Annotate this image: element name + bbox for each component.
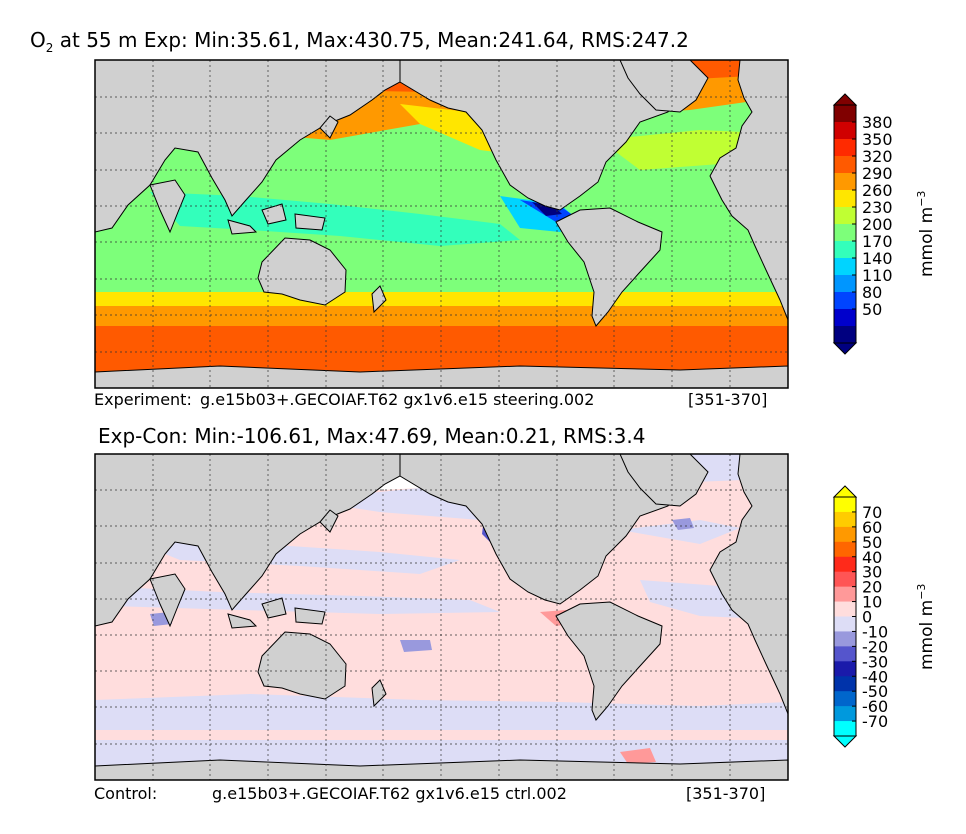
panel1-colorbar-extend-min xyxy=(832,342,858,355)
panel1-colorbar-tick-label: 170 xyxy=(862,232,893,251)
panel1-colorbar-color-band xyxy=(834,207,856,225)
panel2-colorbar-tick-label: 60 xyxy=(862,518,882,537)
panel2-colorbar-color-band xyxy=(834,661,856,677)
panel1-colorbar-color-band xyxy=(834,326,856,344)
panel1-title: O2 at 55 m Exp: Min:35.61, Max:430.75, M… xyxy=(30,28,689,55)
panel1-colorbar-tick-label: 260 xyxy=(862,181,893,200)
panel2-colorbar-extend-min xyxy=(832,735,858,748)
panel2-colorbar-color-band xyxy=(834,616,856,632)
panel1-colorbar-tick-label: 230 xyxy=(862,198,893,217)
panel1-colorbar-color-band xyxy=(834,224,856,242)
panel2-colorbar-color-band xyxy=(834,586,856,603)
experiment-years: [351-370] xyxy=(688,390,768,409)
panel1-colorbar-tick-label: 140 xyxy=(862,249,893,268)
panel1-colorbar-color-band xyxy=(834,258,856,276)
panel2-colorbar-tick-label: 40 xyxy=(862,548,882,567)
panel1-colorbar-color-band xyxy=(834,173,856,191)
panel1-colorbar-tick-label: 80 xyxy=(862,283,882,302)
panel1-colorbar-tick-label: 110 xyxy=(862,266,893,285)
panel2-grid xyxy=(95,454,788,780)
control-years: [351-370] xyxy=(686,784,766,803)
panel1-colorbar-tick-label: 50 xyxy=(862,300,882,319)
panel2-frame xyxy=(94,453,789,781)
panel1-unit-label: mmol m−3 xyxy=(915,191,937,277)
control-label: Control: xyxy=(94,784,158,803)
experiment-run-name: g.e15b03+.GECOIAF.T62 gx1v6.e15 steering… xyxy=(200,390,595,409)
panel1-colorbar-tick-label: 290 xyxy=(862,164,893,183)
panel2-colorbar-color-band xyxy=(834,691,856,707)
panel1-colorbar-color-band xyxy=(834,105,856,123)
panel2-colorbar-color-band xyxy=(834,526,856,543)
panel2-colorbar-tick-label: -30 xyxy=(862,652,888,671)
panel1-colorbar-color-band xyxy=(834,275,856,293)
panel2-colorbar-tick-label: -60 xyxy=(862,697,888,716)
panel2-colorbar-tick-label: 0 xyxy=(862,608,872,627)
panel2-title: Exp-Con: Min:-106.61, Max:47.69, Mean:0.… xyxy=(98,424,646,448)
panel2-colorbar-color-band xyxy=(834,631,856,647)
panel1-colorbar-tick-label: 380 xyxy=(862,113,893,132)
panel1-frame xyxy=(94,59,789,389)
panel2-colorbar-tick-label: 30 xyxy=(862,563,882,582)
panel2-colorbar-color-band xyxy=(834,556,856,573)
panel2-colorbar-color-band xyxy=(834,511,856,528)
panel1-colorbar-color-band xyxy=(834,122,856,140)
panel2-colorbar-color-band xyxy=(834,497,856,513)
panel1-grid xyxy=(95,60,788,388)
panel1-colorbar-color-band xyxy=(834,241,856,259)
panel2-colorbar-color-band xyxy=(834,721,856,737)
panel1-colorbar-tick-label: 320 xyxy=(862,147,893,166)
panel1-colorbar-color-band xyxy=(834,139,856,157)
panel2-colorbar-tick-label: 10 xyxy=(862,593,882,612)
panel1-map xyxy=(95,60,788,388)
panel2-colorbar-tick-label: -20 xyxy=(862,637,888,656)
panel2-colorbar-tick-label: -70 xyxy=(862,712,888,731)
panel1-colorbar-tick-label: 350 xyxy=(862,130,893,149)
panel2-colorbar-tick-label: 50 xyxy=(862,533,882,552)
panel1-colorbar-color-band xyxy=(834,292,856,310)
panel2-colorbar-color-band xyxy=(834,706,856,722)
panel1-colorbar-extend-max xyxy=(832,93,858,106)
panel2-colorbar-color-band xyxy=(834,676,856,692)
panel2-colorbar-tick-label: -10 xyxy=(862,622,888,641)
experiment-label: Experiment: xyxy=(94,390,192,409)
panel2-colorbar-tick-label: 20 xyxy=(862,578,882,597)
panel2-colorbar-color-band xyxy=(834,541,856,558)
panel1-colorbar-color-band xyxy=(834,190,856,208)
panel2-colorbar-color-band xyxy=(834,601,856,617)
panel2-map xyxy=(95,454,788,780)
panel2-unit-label: mmol m−3 xyxy=(915,584,937,670)
panel1-colorbar-color-band xyxy=(834,309,856,327)
panel2-colorbar-tick-label: -40 xyxy=(862,667,888,686)
panel1-colorbar-tick-label: 200 xyxy=(862,215,893,234)
panel2-colorbar-color-band xyxy=(834,646,856,662)
panel2-colorbar-extend-max xyxy=(832,485,858,498)
panel2-colorbar-color-band xyxy=(834,571,856,588)
control-run-name: g.e15b03+.GECOIAF.T62 gx1v6.e15 ctrl.002 xyxy=(212,784,567,803)
panel2-colorbar-tick-label: -50 xyxy=(862,682,888,701)
panel1-colorbar-color-band xyxy=(834,156,856,174)
panel2-colorbar-tick-label: 70 xyxy=(862,503,882,522)
